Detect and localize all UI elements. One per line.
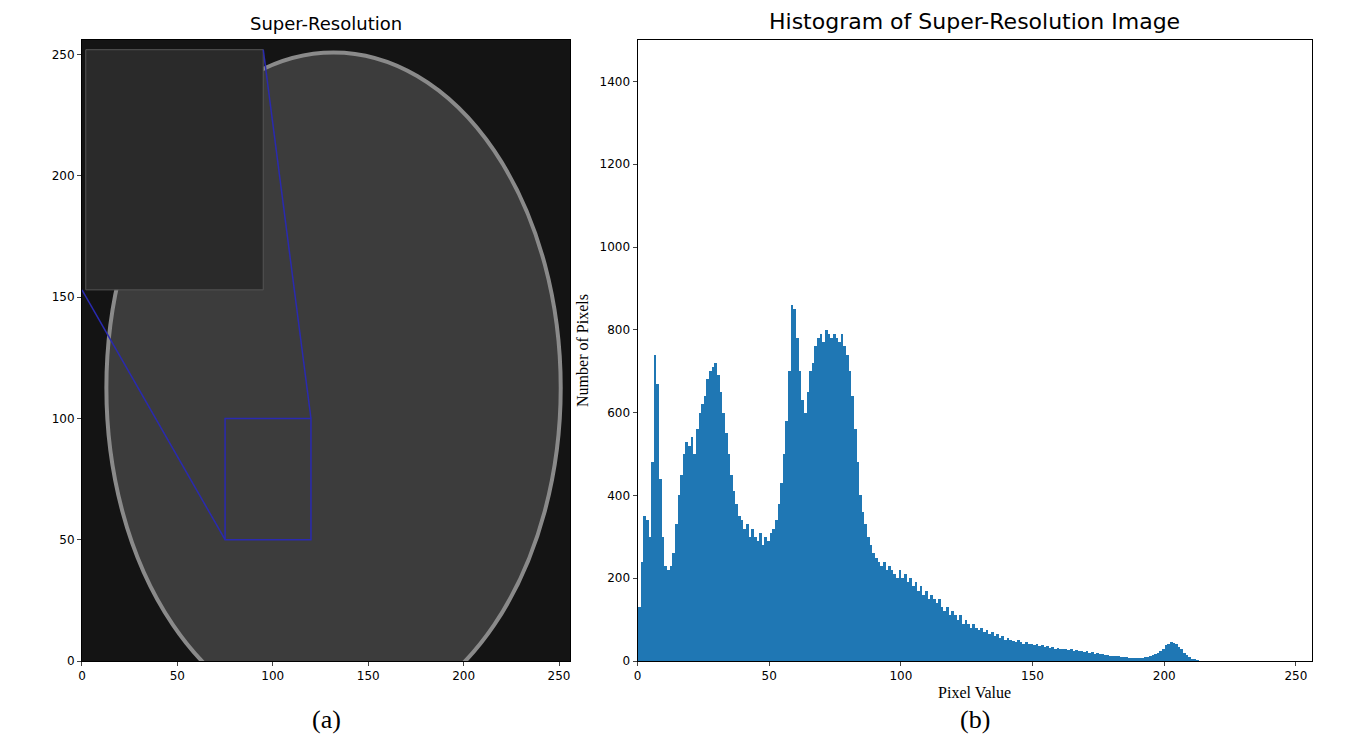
- svg-text:100: 100: [261, 669, 284, 683]
- svg-text:150: 150: [357, 669, 380, 683]
- svg-text:0: 0: [634, 669, 642, 683]
- svg-text:Super-Resolution: Super-Resolution: [250, 13, 402, 34]
- svg-text:800: 800: [607, 323, 630, 337]
- svg-text:100: 100: [889, 669, 912, 683]
- svg-text:0: 0: [622, 654, 630, 668]
- svg-text:200: 200: [52, 169, 75, 183]
- svg-text:1400: 1400: [600, 75, 631, 89]
- svg-text:250: 250: [52, 48, 75, 62]
- svg-text:50: 50: [762, 669, 777, 683]
- svg-text:1000: 1000: [600, 240, 631, 254]
- svg-text:250: 250: [1284, 669, 1307, 683]
- svg-text:0: 0: [78, 669, 86, 683]
- svg-text:200: 200: [1153, 669, 1176, 683]
- svg-text:200: 200: [452, 669, 475, 683]
- svg-text:0: 0: [67, 654, 75, 668]
- svg-text:Number of Pixels: Number of Pixels: [574, 294, 591, 407]
- svg-text:600: 600: [607, 406, 630, 420]
- svg-text:150: 150: [1021, 669, 1044, 683]
- svg-text:200: 200: [607, 571, 630, 585]
- svg-text:1200: 1200: [600, 157, 631, 171]
- svg-text:(a): (a): [312, 705, 341, 734]
- svg-text:Pixel Value: Pixel Value: [938, 684, 1011, 701]
- svg-text:400: 400: [607, 489, 630, 503]
- svg-text:250: 250: [548, 669, 571, 683]
- svg-text:50: 50: [59, 533, 74, 547]
- svg-text:50: 50: [170, 669, 185, 683]
- svg-text:Histogram of Super-Resolution: Histogram of Super-Resolution Image: [769, 9, 1180, 34]
- svg-text:150: 150: [52, 290, 75, 304]
- svg-text:(b): (b): [960, 705, 990, 734]
- svg-text:100: 100: [52, 412, 75, 426]
